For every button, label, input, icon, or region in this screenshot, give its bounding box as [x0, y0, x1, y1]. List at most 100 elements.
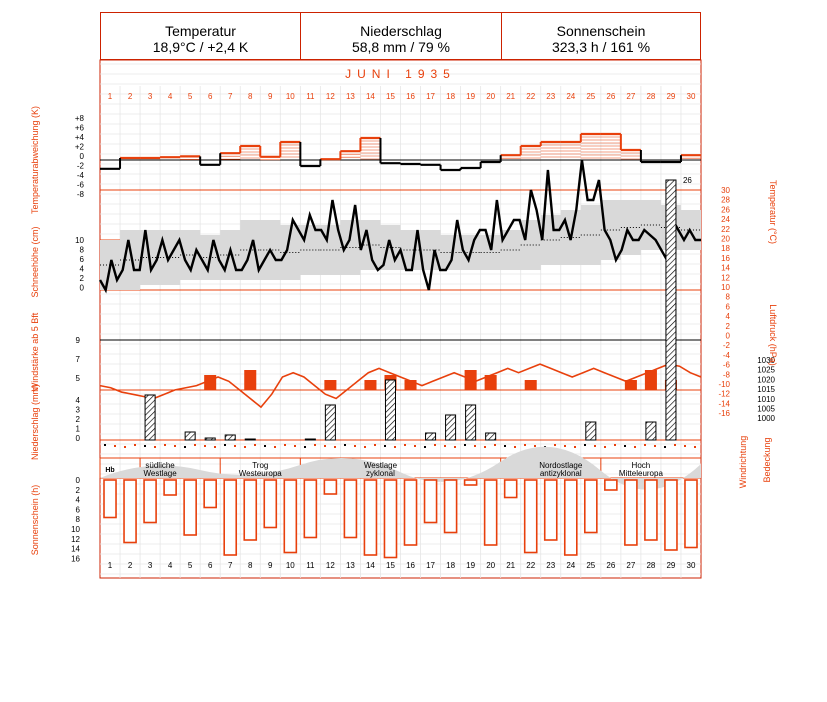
sunshine-bar [243, 479, 258, 541]
pressure-tick: 1000 [757, 414, 775, 423]
sun-tick: 6 [76, 505, 81, 514]
precip-bar [324, 404, 336, 441]
wind-dir-dot [514, 446, 516, 448]
temp-tick-right: -6 [723, 361, 731, 370]
day-label-bottom: 25 [586, 561, 595, 570]
sunshine-bar [483, 479, 498, 546]
temp-dev-tick: -2 [77, 162, 85, 171]
wind-dir-dot [104, 444, 106, 446]
temp-tick-right: -2 [723, 341, 731, 350]
precip-bar [204, 437, 216, 441]
temp-tick-right: 8 [726, 293, 731, 302]
day-label-bottom: 5 [188, 561, 193, 570]
precip-bar [425, 432, 437, 441]
temp-tick-right: 24 [721, 215, 730, 224]
precip-bar [224, 434, 236, 441]
wind-dir-dot [194, 444, 196, 446]
day-label-bottom: 6 [208, 561, 213, 570]
temp-dev-tick: +8 [75, 114, 85, 123]
temp-tick-right: 22 [721, 225, 730, 234]
wind-dir-dot [664, 446, 666, 448]
wind-dir-dot [174, 445, 176, 447]
snow-tick: 0 [80, 284, 85, 293]
snow-tick: 8 [80, 246, 85, 255]
wind-dir-dot [114, 445, 116, 447]
day-label-top: 16 [406, 92, 415, 101]
sunshine-bar [223, 479, 238, 556]
snow-tick: 4 [80, 265, 85, 274]
day-label-top: 14 [366, 92, 375, 101]
axis-label-sun: Sonnenschein (h) [30, 485, 40, 556]
day-label-bottom: 30 [687, 561, 696, 570]
pressure-tick: 1020 [757, 375, 775, 384]
temperature-line [98, 159, 701, 294]
day-label-top: 6 [208, 92, 213, 101]
wind-dir-dot [464, 444, 466, 446]
day-label-bottom: 10 [286, 561, 295, 570]
day-label-bottom: 27 [626, 561, 635, 570]
day-label-bottom: 18 [446, 561, 455, 570]
precip-tick: 3 [76, 406, 81, 415]
day-label-bottom: 9 [268, 561, 273, 570]
day-label-bottom: 16 [406, 561, 415, 570]
day-label-top: 17 [426, 92, 435, 101]
day-label-top: 26 [606, 92, 615, 101]
weather-type-label: Hoch [632, 461, 651, 470]
sunshine-bar [423, 479, 438, 524]
wind-dir-dot [164, 444, 166, 446]
sunshine-bar [443, 479, 458, 534]
temp-dev-tick: 0 [80, 152, 85, 161]
wind-dir-dot [344, 444, 346, 446]
precip-bar [645, 421, 657, 441]
pressure-tick: 1010 [757, 395, 775, 404]
wind-dir-dot [234, 445, 236, 447]
day-label-top: 5 [188, 92, 193, 101]
wind-dir-dot [394, 446, 396, 448]
day-label-bottom: 22 [526, 561, 535, 570]
precip-bar [445, 414, 457, 441]
header-temperature-value: 18,9°C / +2,4 K [152, 39, 249, 55]
temp-tick-right: 28 [721, 196, 730, 205]
wind-dir-dot [654, 445, 656, 447]
sun-tick: 2 [76, 486, 81, 495]
day-label-top: 25 [586, 92, 595, 101]
day-label-top: 21 [506, 92, 515, 101]
header-precipitation-value: 58,8 mm / 79 % [351, 39, 451, 55]
wind-dir-dot [304, 446, 306, 448]
wind-bar [244, 370, 257, 390]
wind-dir-dot [584, 444, 586, 446]
sunshine-bar [163, 479, 177, 496]
day-label-top: 23 [546, 92, 555, 101]
sunshine-bar [543, 479, 558, 541]
temp-dev-tick: +2 [75, 143, 85, 152]
weather-type-label: Mitteleuropa [619, 469, 664, 478]
wind-dir-dot [534, 445, 536, 447]
day-label-bottom: 11 [306, 561, 315, 570]
wind-bar [324, 380, 337, 390]
sunshine-bar [103, 479, 117, 519]
day-label-top: 24 [566, 92, 575, 101]
wind-bar [364, 380, 377, 390]
wind-bar [404, 380, 417, 390]
day-label-bottom: 8 [248, 561, 253, 570]
wind-tick: 5 [76, 374, 81, 383]
sunshine-bar [503, 479, 518, 499]
axis-label-wind-dir: Windrichtung [738, 436, 748, 489]
sunshine-bar [203, 479, 218, 509]
day-label-top: 27 [626, 92, 635, 101]
wind-dir-dot [524, 444, 526, 446]
wind-dir-dot [624, 445, 626, 447]
sunshine-bar [303, 479, 318, 539]
day-label-top: 29 [666, 92, 675, 101]
wind-dir-dot [564, 445, 566, 447]
weather-type-short: Hb [105, 467, 114, 474]
sunshine-bar [323, 479, 338, 495]
day-label-top: 20 [486, 92, 495, 101]
sunshine-bar [604, 479, 618, 491]
precip-bar [384, 379, 397, 441]
precip-bar [465, 404, 477, 441]
wind-dir-dot [284, 444, 286, 446]
wind-dir-dot [604, 446, 606, 448]
sunshine-bar [563, 479, 578, 556]
axis-label-wind: Windstärke ab 5 Bft [30, 312, 40, 391]
